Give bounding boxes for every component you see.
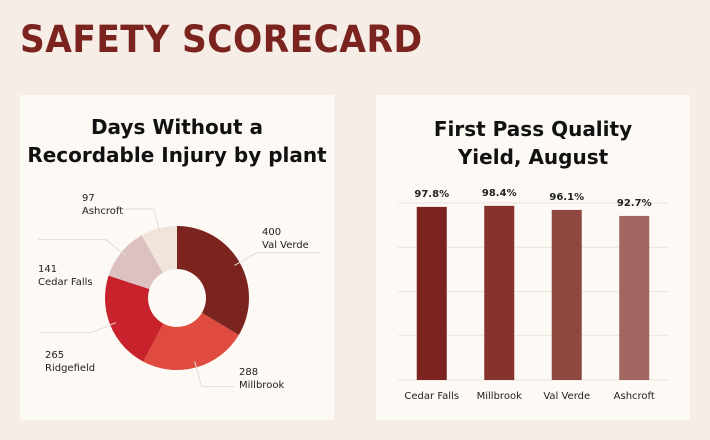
bar-chart-card: First Pass Quality Yield, August 97.8% Ce… bbox=[376, 95, 690, 420]
donut-leader-line-ashcroft bbox=[82, 208, 161, 235]
bar-chart: 97.8% Cedar Falls 98.4% Millbrook 96.1% Val V… bbox=[398, 188, 668, 402]
bar-category-label-cedar-falls: Cedar Falls bbox=[404, 391, 459, 402]
donut-category-label-cedar-falls: Cedar Falls bbox=[38, 277, 93, 288]
donut-leader-line-val-verde bbox=[234, 252, 320, 266]
donut-slice-ridgefield bbox=[105, 275, 164, 362]
page-title: SAFETY SCORECARD bbox=[20, 18, 423, 61]
bar-chart-title-line-2: Yield, August bbox=[457, 145, 609, 169]
bar-value-label-millbrook: 98.4% bbox=[482, 188, 517, 199]
bar-category-label-millbrook: Millbrook bbox=[477, 391, 522, 402]
donut-value-label-ashcroft: 97 bbox=[82, 193, 95, 204]
donut-slice-millbrook bbox=[143, 312, 239, 370]
bar-chart-title: First Pass Quality Yield, August bbox=[376, 115, 690, 171]
donut-value-label-cedar-falls: 141 bbox=[38, 264, 57, 275]
donut-slice-val-verde bbox=[177, 226, 250, 335]
donut-category-label-millbrook: Millbrook bbox=[239, 380, 284, 391]
bar-millbrook bbox=[484, 205, 515, 380]
donut-category-label-ridgefield: Ridgefield bbox=[45, 363, 95, 374]
donut-leader-line-ridgefield bbox=[40, 322, 116, 333]
bar-category-label-val-verde: Val Verde bbox=[543, 391, 590, 402]
donut-chart-title-line-2: Recordable Injury by plant bbox=[27, 143, 327, 167]
bar-chart-title-line-1: First Pass Quality bbox=[433, 117, 633, 141]
donut-slice-ashcroft bbox=[141, 226, 177, 273]
bar-category-label-ashcroft: Ashcroft bbox=[614, 391, 655, 402]
donut-chart-title: Days Without a Recordable Injury by plan… bbox=[20, 113, 334, 169]
donut-leader-line-millbrook bbox=[194, 361, 234, 388]
bar-ashcroft bbox=[619, 215, 650, 380]
donut-chart-title-line-1: Days Without a bbox=[90, 115, 264, 139]
donut-chart-card: Days Without a Recordable Injury by plan… bbox=[20, 95, 334, 420]
bar-val-verde bbox=[551, 209, 582, 380]
donut-value-label-ridgefield: 265 bbox=[45, 350, 64, 361]
donut-category-label-val-verde: Val Verde bbox=[262, 240, 309, 251]
bar-value-label-ashcroft: 92.7% bbox=[617, 198, 652, 209]
donut-slice-cedar-falls bbox=[108, 235, 163, 290]
donut-category-label-ashcroft: Ashcroft bbox=[82, 206, 123, 217]
donut-value-label-val-verde: 400 bbox=[262, 227, 281, 238]
donut-chart: 400 Val Verde 288 Millbrook 265 Ridgefield 141… bbox=[38, 193, 320, 391]
bar-value-label-val-verde: 96.1% bbox=[549, 192, 584, 203]
bar-cedar-falls bbox=[416, 206, 447, 380]
bar-value-label-cedar-falls: 97.8% bbox=[414, 189, 449, 200]
donut-leader-line-cedar-falls bbox=[38, 239, 127, 257]
donut-value-label-millbrook: 288 bbox=[239, 367, 258, 378]
